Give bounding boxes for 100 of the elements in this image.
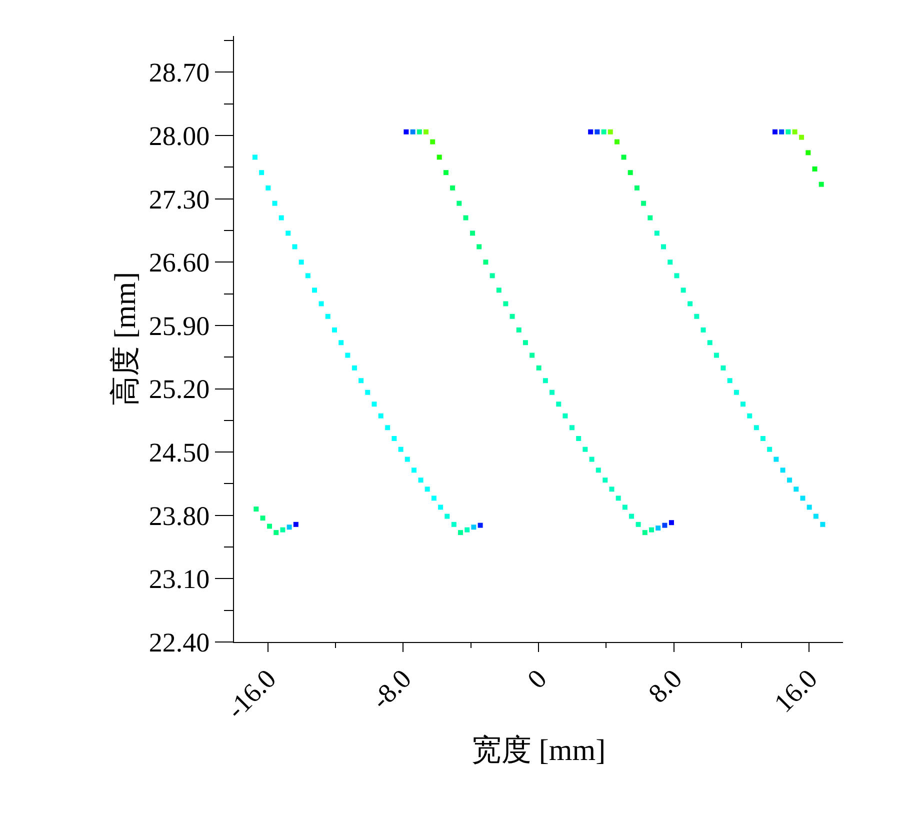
point [267, 524, 272, 529]
x-tick-label: -8.0 [366, 663, 417, 715]
point [799, 134, 804, 140]
point [806, 150, 811, 156]
point [596, 468, 601, 473]
y-tick-label: 24.50 [148, 438, 210, 468]
point [332, 327, 337, 332]
point [668, 260, 673, 265]
point [734, 390, 739, 395]
point [431, 496, 436, 501]
point [352, 365, 357, 370]
point [542, 378, 548, 384]
y-tick-label: 28.70 [148, 58, 210, 88]
point [562, 413, 568, 418]
point [404, 456, 410, 462]
point [372, 402, 377, 407]
point [800, 496, 806, 501]
point [714, 352, 719, 358]
point [588, 129, 594, 134]
point [410, 129, 416, 134]
point [661, 244, 666, 250]
point [259, 170, 264, 176]
point [820, 522, 826, 527]
point [338, 340, 344, 346]
point [720, 365, 726, 370]
point [345, 352, 350, 358]
point [813, 514, 818, 519]
point [550, 390, 555, 395]
point [292, 244, 298, 250]
point [254, 506, 259, 512]
point [365, 390, 370, 395]
point [385, 425, 390, 430]
point [668, 520, 674, 526]
point [707, 340, 712, 346]
point [530, 352, 535, 358]
point [589, 456, 594, 462]
point [536, 365, 542, 370]
point [266, 185, 271, 190]
point [411, 468, 416, 473]
point [556, 402, 562, 407]
point [252, 154, 258, 160]
y-tick-label: 26.60 [148, 248, 210, 278]
point [260, 516, 266, 521]
point [780, 468, 786, 473]
point [298, 260, 304, 265]
point [576, 436, 582, 441]
point [594, 129, 600, 134]
point [818, 182, 824, 187]
point [478, 522, 483, 528]
point [392, 436, 397, 441]
y-tick-label: 23.80 [148, 500, 210, 531]
point [629, 514, 634, 519]
point [772, 129, 778, 134]
point [700, 327, 706, 332]
point [464, 527, 470, 532]
point [286, 524, 292, 530]
y-tick-label: 27.30 [148, 184, 210, 214]
x-tick-label: 16.0 [768, 663, 823, 718]
point [398, 446, 404, 452]
point [792, 129, 798, 134]
point [654, 230, 660, 236]
point [582, 446, 588, 452]
point [727, 378, 732, 384]
point [280, 527, 286, 532]
point [418, 478, 424, 483]
point [609, 486, 614, 492]
point [636, 522, 641, 527]
point [634, 185, 640, 190]
point [649, 527, 654, 532]
point [286, 230, 291, 236]
point [450, 185, 456, 190]
point [516, 327, 522, 332]
point [278, 215, 284, 220]
point [424, 486, 430, 492]
y-tick-label: 22.40 [148, 627, 210, 658]
point [740, 402, 746, 407]
point [786, 129, 791, 134]
point [779, 129, 784, 134]
point [787, 478, 792, 483]
point [436, 154, 442, 160]
point [601, 129, 606, 134]
y-tick-label: 25.90 [148, 310, 210, 341]
point [274, 530, 279, 536]
point [616, 496, 621, 501]
point [293, 522, 298, 527]
point [272, 200, 278, 206]
point [767, 446, 772, 452]
point [312, 288, 318, 293]
point [443, 170, 448, 176]
point [662, 522, 668, 528]
x-tick-label: 0 [522, 663, 552, 694]
point [812, 166, 818, 172]
point [471, 524, 476, 530]
point [404, 129, 409, 134]
point [648, 215, 653, 220]
point [760, 436, 766, 441]
point [747, 413, 752, 418]
point [451, 522, 456, 527]
x-tick-label: -16.0 [220, 663, 282, 724]
y-axis-title: 高度 [mm] [108, 272, 142, 406]
